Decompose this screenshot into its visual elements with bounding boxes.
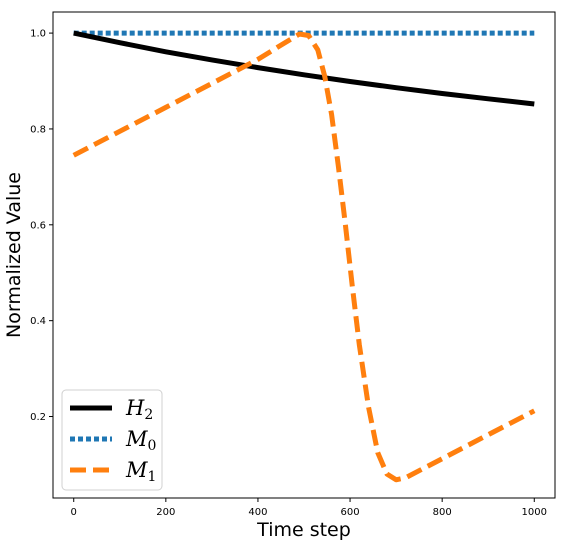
x-tick-label: 400: [248, 507, 267, 518]
x-tick-label: 600: [341, 507, 360, 518]
series-layer: [72, 30, 536, 483]
y-tick-label: 0.2: [30, 412, 46, 423]
y-axis: 0.2 0.4 0.6 0.8 1.0: [30, 29, 53, 423]
series-line-m1: [72, 31, 536, 483]
x-axis: 0 200 400 600 800 1000: [71, 498, 547, 518]
series-line-h2: [73, 30, 535, 107]
plot-frame: [52, 11, 556, 499]
y-tick-label: 0.4: [30, 316, 46, 327]
x-tick-label: 200: [156, 507, 175, 518]
x-tick-label: 1000: [522, 507, 547, 518]
y-tick-label: 1.0: [30, 29, 46, 40]
x-axis-title: Time step: [256, 519, 351, 541]
y-axis-title: Normalized Value: [3, 172, 25, 338]
x-tick-label: 0: [71, 507, 77, 518]
x-tick-label: 800: [433, 507, 452, 518]
y-tick-label: 0.6: [30, 220, 46, 231]
y-tick-label: 0.8: [30, 124, 46, 135]
